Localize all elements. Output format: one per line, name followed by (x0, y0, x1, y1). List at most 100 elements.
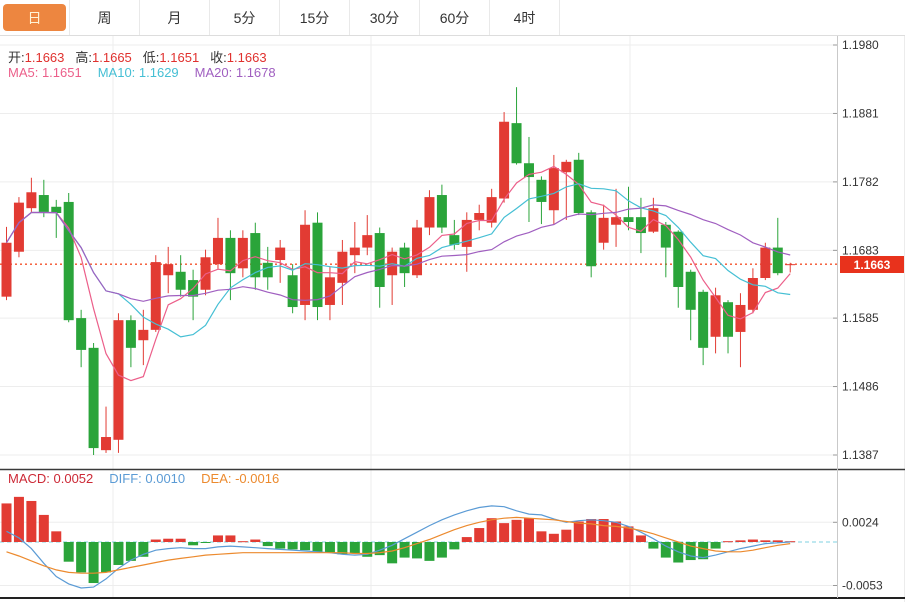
candle-body (250, 233, 261, 278)
readout-item: DIFF: 0.0010 (109, 471, 186, 486)
axis-tick-label: 1.1585 (842, 311, 879, 325)
macd-bar (362, 542, 373, 557)
macd-bar (598, 519, 609, 542)
macd-bar (125, 542, 136, 561)
tab-month[interactable]: 月 (140, 0, 210, 35)
candle-body (523, 163, 534, 178)
macd-bar (138, 542, 149, 557)
macd-bar (1, 503, 12, 542)
candle-body (349, 247, 360, 256)
candle-body (76, 318, 87, 350)
ma5-line (5, 165, 791, 382)
tab-30min[interactable]: 30分 (350, 0, 420, 35)
macd-bar (175, 538, 186, 542)
readout-item: MA5: 1.1651 (8, 65, 82, 80)
macd-bar (424, 542, 435, 561)
macd-bar (561, 529, 572, 542)
candle-body (635, 217, 646, 234)
candle-body (511, 123, 522, 164)
candle-body (461, 219, 472, 247)
macd-bar (698, 542, 709, 560)
ma20-line (5, 204, 791, 302)
candle-body (337, 251, 348, 283)
macd-bar (449, 542, 460, 550)
macd-bar (275, 542, 286, 549)
tab-day[interactable]: 日 (0, 0, 70, 35)
macd-bar (648, 542, 659, 549)
tab-5min[interactable]: 5分 (210, 0, 280, 35)
candle-body (698, 291, 709, 348)
macd-bar (287, 542, 298, 550)
candle-body (225, 237, 236, 274)
candle-body (300, 224, 311, 305)
macd-bar (250, 539, 261, 542)
macd-bar (548, 533, 559, 542)
candle-body (449, 235, 460, 245)
ma10-line (5, 183, 791, 338)
tab-4hour[interactable]: 4时 (490, 0, 560, 35)
candle-body (598, 217, 609, 243)
macd-bar (349, 542, 360, 554)
candle-body (362, 235, 373, 248)
tab-60min[interactable]: 60分 (420, 0, 490, 35)
axis-tick-label: -0.0053 (842, 578, 883, 592)
candle-body (747, 278, 758, 310)
macd-bar (101, 542, 112, 573)
candle-body (113, 320, 124, 440)
candle-body (163, 264, 174, 276)
tab-15min[interactable]: 15分 (280, 0, 350, 35)
tab-active-pill: 日 (3, 4, 66, 31)
macd-bar (685, 542, 696, 561)
candle-body (723, 302, 734, 337)
last-price-badge: 1.1663 (840, 256, 904, 273)
readout-value: 1.1665 (92, 50, 132, 65)
candle-body (38, 195, 49, 213)
tab-week[interactable]: 周 (70, 0, 140, 35)
axis-tick-label: 1.1387 (842, 448, 879, 462)
macd-bar (324, 542, 335, 553)
candle-body (785, 264, 796, 266)
readout-item: MA10: 1.1629 (97, 65, 179, 80)
macd-bar (586, 519, 597, 542)
candle-body (138, 329, 149, 341)
diff-line (6, 505, 791, 589)
candle-body (772, 247, 783, 274)
candle-body (499, 121, 510, 199)
readout-value: 1.1651 (159, 50, 200, 65)
macd-bar (113, 542, 124, 565)
axis-tick-label: 1.1881 (842, 106, 879, 120)
period-tabbar: 日周月 5分 15分 30分 60分 4时 (0, 0, 905, 36)
macd-bar (760, 540, 771, 542)
candle-body (275, 247, 286, 261)
candle-body (436, 195, 447, 228)
macd-bar (26, 500, 37, 542)
macd-bar (212, 535, 223, 542)
readout-value: 1.1663 (24, 50, 65, 65)
axis-tick-label: 0.0024 (842, 515, 879, 529)
macd-bar (785, 541, 796, 543)
ma-readout: MA5: 1.1651 MA10: 1.1629 MA20: 1.1678 (8, 65, 292, 80)
macd-bar (747, 539, 758, 542)
candle-body (710, 295, 721, 337)
candle-body (63, 201, 74, 321)
candle-body (586, 212, 597, 267)
axis-tick-label: 1.1782 (842, 175, 879, 189)
macd-bar (723, 541, 734, 543)
candle-body (573, 159, 584, 214)
macd-bar (374, 542, 385, 556)
macd-bar (163, 538, 174, 542)
readout-label: 低: (142, 50, 160, 65)
macd-bar (536, 531, 547, 542)
macd-bar (611, 521, 622, 542)
candle-body (474, 213, 485, 220)
macd-readout: MACD: 0.0052 DIFF: 0.0010 DEA: -0.0016 (8, 471, 295, 486)
candle-body (623, 217, 634, 222)
macd-bar (523, 518, 534, 542)
candle-body (673, 231, 684, 287)
ohlc-readout: 开:1.1663 高:1.1665 低:1.1651 收:1.1663 (8, 47, 278, 66)
macd-bar (387, 542, 398, 564)
macd-bar (188, 542, 199, 546)
candle-body (262, 262, 273, 278)
candle-body (1, 242, 12, 297)
